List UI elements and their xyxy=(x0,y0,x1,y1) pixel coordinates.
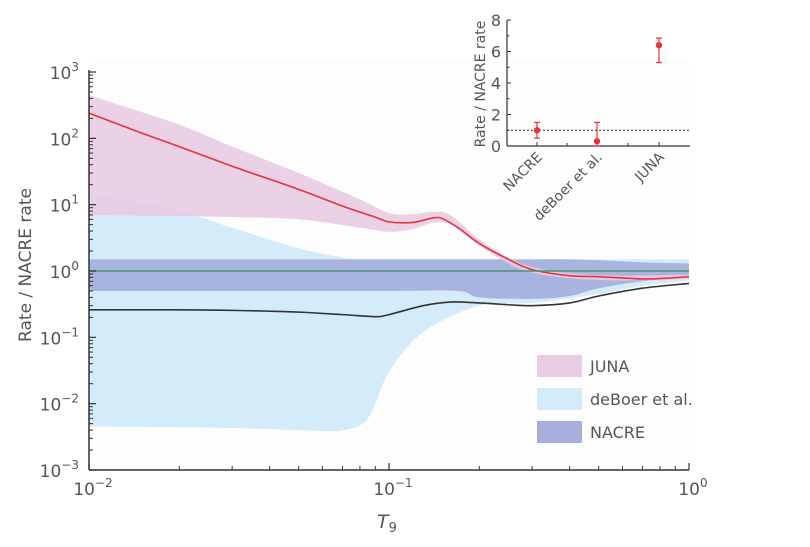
line-deboer-et-al-recommended xyxy=(88,282,690,318)
y-tick-labels: 103 102 101 100 10−1 10−2 10−3 xyxy=(40,60,79,482)
y-tick-label: 103 xyxy=(50,60,79,84)
y-tick-label: 10−2 xyxy=(40,392,79,416)
legend: JUNA deBoer et al. NACRE xyxy=(537,355,693,443)
inset-marks xyxy=(533,37,663,147)
inset-point xyxy=(593,138,601,145)
inset-y-tick-label: 6 xyxy=(491,43,501,62)
legend-label: NACRE xyxy=(590,423,645,442)
legend-swatch xyxy=(537,388,582,410)
y-tick-label: 101 xyxy=(50,193,79,217)
inset-y-axis-label: Rate / NACRE rate xyxy=(473,21,489,148)
bands-layer xyxy=(89,95,689,432)
y-axis-label: Rate / NACRE rate xyxy=(16,188,36,342)
inset-y-tick-label: 0 xyxy=(491,137,501,156)
legend-swatch xyxy=(537,421,582,443)
y-tick-label: 10−1 xyxy=(40,325,79,349)
y-tick-label: 10−3 xyxy=(40,458,79,482)
x-tick-label: 10−1 xyxy=(373,476,412,500)
x-axis-label-subscript: 9 xyxy=(389,521,397,536)
inset-y-tick-label: 8 xyxy=(491,11,501,30)
x-tick-label: 100 xyxy=(678,476,707,500)
band-juna xyxy=(89,95,689,281)
inset-y-tick-label: 4 xyxy=(491,74,501,93)
line-juna-recommended xyxy=(88,112,690,280)
inset-point xyxy=(533,127,541,134)
inset-y-tick-label: 2 xyxy=(491,106,501,125)
main-axes xyxy=(88,70,690,471)
x-tick-label: 10−2 xyxy=(73,476,112,500)
lines-layer xyxy=(88,112,690,318)
x-axis-label: T9 xyxy=(377,511,397,536)
inset-point xyxy=(655,42,663,49)
y-tick-label: 100 xyxy=(50,259,79,283)
x-tick-labels: 10−2 10−1 100 xyxy=(73,476,707,500)
band-deboer-et-al xyxy=(89,192,689,432)
legend-label: JUNA xyxy=(589,357,629,376)
y-tick-label: 102 xyxy=(50,126,79,150)
legend-label: deBoer et al. xyxy=(590,390,693,409)
legend-swatch xyxy=(537,355,582,377)
x-axis-label-main: T xyxy=(377,511,390,533)
